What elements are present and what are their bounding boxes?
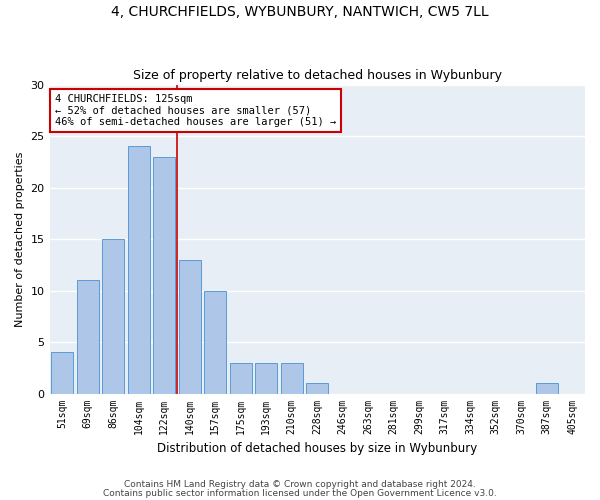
Bar — [179, 260, 200, 394]
Text: 4 CHURCHFIELDS: 125sqm
← 52% of detached houses are smaller (57)
46% of semi-det: 4 CHURCHFIELDS: 125sqm ← 52% of detached… — [55, 94, 336, 127]
Y-axis label: Number of detached properties: Number of detached properties — [15, 152, 25, 326]
Bar — [256, 362, 277, 394]
Text: Contains public sector information licensed under the Open Government Licence v3: Contains public sector information licen… — [103, 489, 497, 498]
Bar — [77, 280, 98, 394]
Bar — [536, 384, 557, 394]
Text: Contains HM Land Registry data © Crown copyright and database right 2024.: Contains HM Land Registry data © Crown c… — [124, 480, 476, 489]
Bar — [281, 362, 302, 394]
Bar — [52, 352, 73, 394]
Bar — [230, 362, 251, 394]
Bar — [154, 156, 175, 394]
Bar — [128, 146, 149, 394]
Bar — [307, 384, 328, 394]
Bar — [205, 290, 226, 394]
Bar — [103, 239, 124, 394]
Title: Size of property relative to detached houses in Wybunbury: Size of property relative to detached ho… — [133, 69, 502, 82]
Text: 4, CHURCHFIELDS, WYBUNBURY, NANTWICH, CW5 7LL: 4, CHURCHFIELDS, WYBUNBURY, NANTWICH, CW… — [111, 5, 489, 19]
X-axis label: Distribution of detached houses by size in Wybunbury: Distribution of detached houses by size … — [157, 442, 478, 455]
